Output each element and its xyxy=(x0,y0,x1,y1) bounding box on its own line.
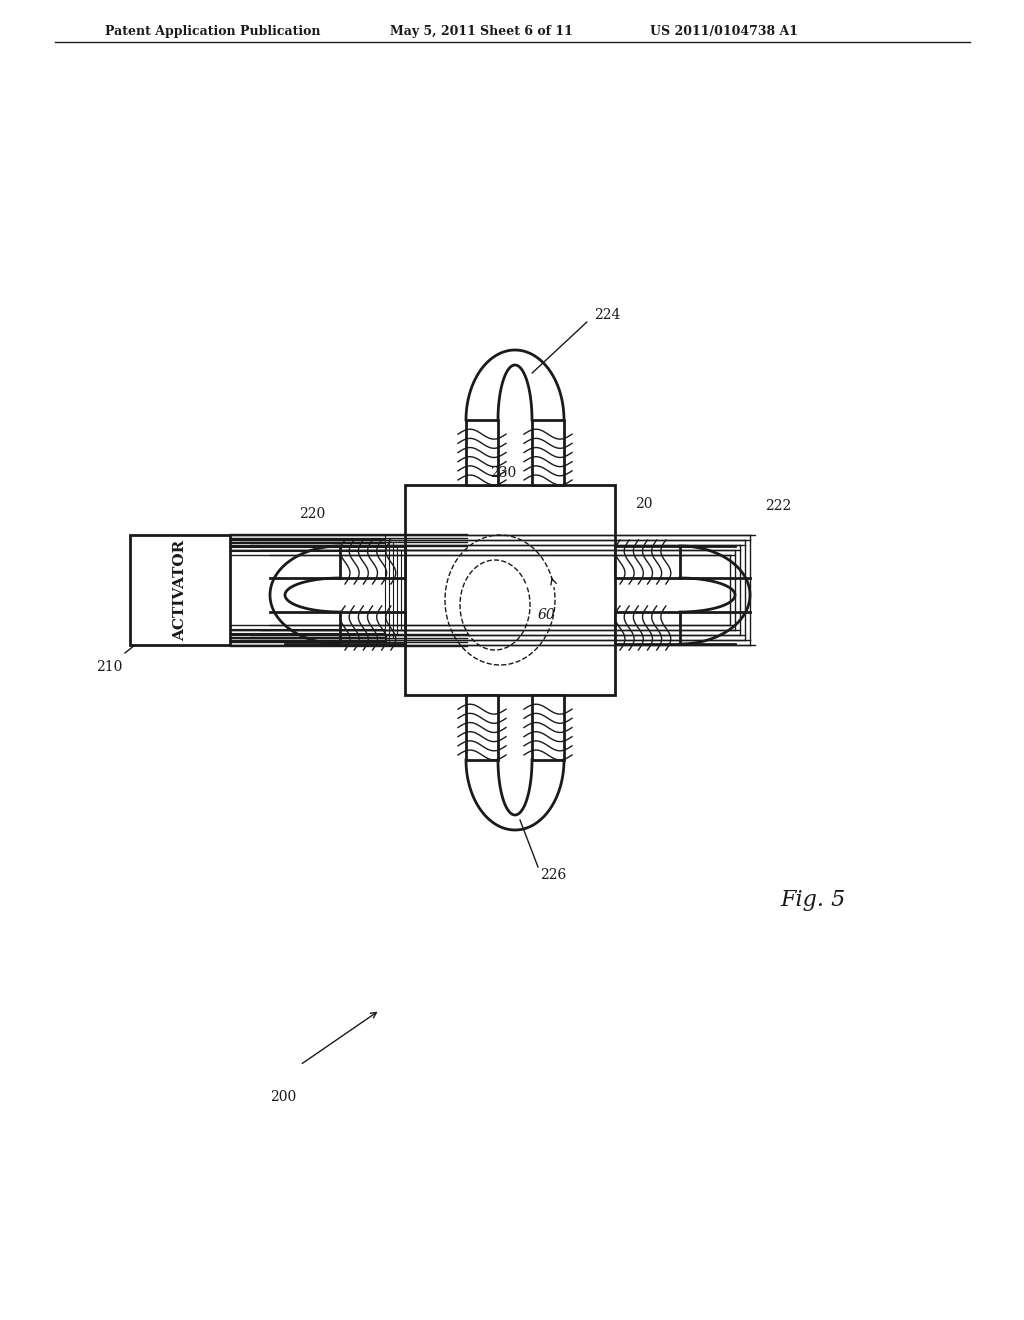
Text: 200: 200 xyxy=(270,1090,296,1104)
Text: Fig. 5: Fig. 5 xyxy=(780,888,845,911)
Text: 60: 60 xyxy=(538,609,556,622)
Bar xyxy=(532,696,564,760)
Text: ACTIVATOR: ACTIVATOR xyxy=(173,540,187,640)
Bar xyxy=(532,420,564,484)
Text: 230: 230 xyxy=(490,466,516,480)
Text: 20: 20 xyxy=(635,498,652,511)
Bar xyxy=(340,612,406,644)
Text: 220: 220 xyxy=(299,507,325,521)
Text: 226: 226 xyxy=(540,869,566,882)
Bar xyxy=(466,420,498,484)
Text: Patent Application Publication: Patent Application Publication xyxy=(105,25,321,38)
Bar xyxy=(130,535,230,645)
Bar xyxy=(406,484,615,696)
Bar xyxy=(615,612,680,644)
Bar xyxy=(466,696,498,760)
Text: May 5, 2011: May 5, 2011 xyxy=(390,25,476,38)
Bar xyxy=(340,546,406,578)
Text: 224: 224 xyxy=(594,308,621,322)
Bar xyxy=(615,546,680,578)
Text: US 2011/0104738 A1: US 2011/0104738 A1 xyxy=(650,25,798,38)
Text: 222: 222 xyxy=(765,499,792,513)
Text: Sheet 6 of 11: Sheet 6 of 11 xyxy=(480,25,572,38)
Text: 210: 210 xyxy=(95,660,122,675)
